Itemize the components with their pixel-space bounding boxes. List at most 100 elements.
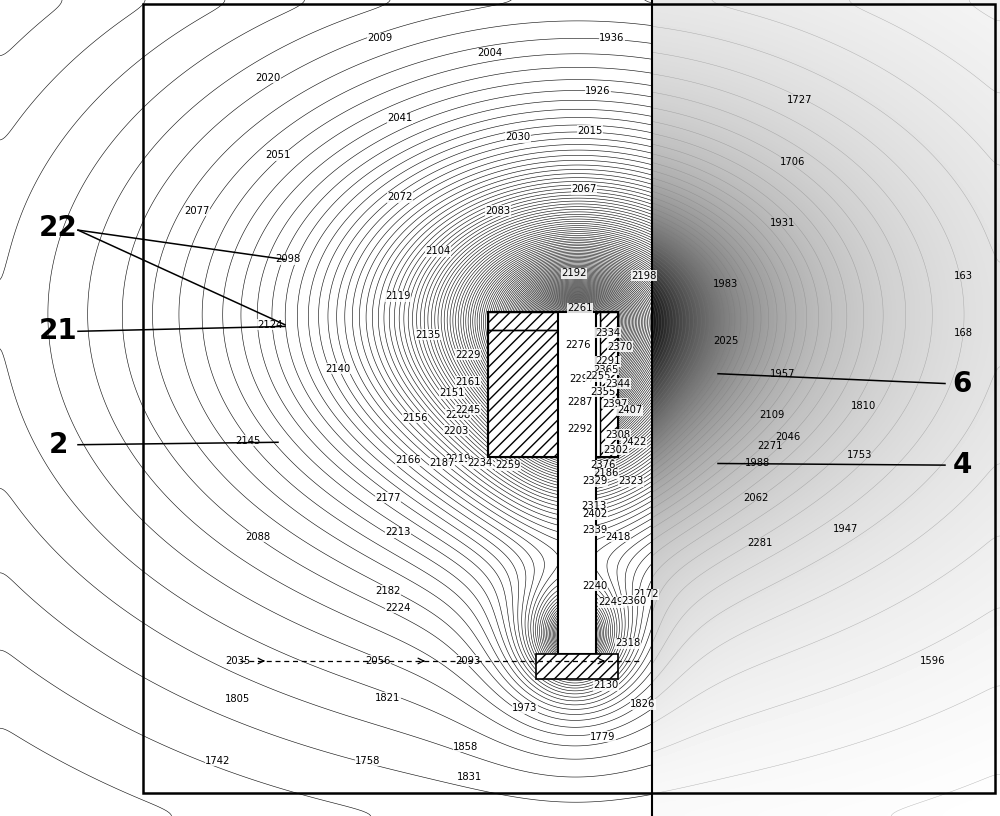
- Bar: [0, 0, 652, 816]
- Point: [0, 809, 8, 816]
- Point: [0, 809, 8, 816]
- Point: [0, 809, 8, 816]
- Point: [0, 809, 8, 816]
- Bar: [143, 4, 995, 793]
- Point: [0, 809, 8, 816]
- Point: [0, 809, 8, 816]
- Point: [0, 809, 8, 816]
- Point: [0, 809, 8, 816]
- Text: 2161: 2161: [455, 377, 481, 387]
- Point: [0, 809, 8, 816]
- Point: [0, 809, 8, 816]
- Point: [0, 809, 8, 816]
- Point: [0, 809, 8, 816]
- Point: [0, 809, 8, 816]
- Text: 2245: 2245: [455, 405, 481, 415]
- Point: [0, 809, 8, 816]
- Text: 2051: 2051: [265, 150, 291, 160]
- Text: 2329: 2329: [582, 477, 608, 486]
- Bar: [558, 312, 596, 654]
- Bar: [652, 0, 1000, 816]
- Point: [0, 809, 8, 816]
- Point: [0, 809, 8, 816]
- Point: [0, 809, 8, 816]
- Bar: [652, 0, 1000, 816]
- Text: 2213: 2213: [385, 527, 411, 537]
- Point: [0, 809, 8, 816]
- Point: [0, 809, 8, 816]
- Text: 2292: 2292: [567, 424, 593, 434]
- Point: [0, 809, 8, 816]
- Text: 2015: 2015: [577, 126, 603, 135]
- Point: [0, 809, 8, 816]
- Point: [0, 809, 8, 816]
- Point: [0, 809, 8, 816]
- Point: [0, 809, 8, 816]
- Point: [0, 809, 8, 816]
- Point: [0, 809, 8, 816]
- Text: 4: 4: [952, 451, 972, 479]
- Bar: [0, 0, 652, 816]
- Point: [0, 809, 8, 816]
- Text: 2259: 2259: [495, 460, 521, 470]
- Text: 2344: 2344: [605, 379, 631, 388]
- Text: 2: 2: [48, 431, 68, 459]
- Text: 2077: 2077: [184, 206, 210, 215]
- Bar: [0, 0, 652, 816]
- Bar: [536, 654, 618, 679]
- Point: [0, 809, 8, 816]
- Text: 2365: 2365: [593, 365, 619, 375]
- Text: 1926: 1926: [585, 86, 611, 96]
- Text: 2056: 2056: [365, 656, 391, 666]
- Point: [0, 809, 8, 816]
- Point: [0, 809, 8, 816]
- Text: 2418: 2418: [605, 532, 631, 542]
- Point: [0, 809, 8, 816]
- Bar: [600, 312, 618, 457]
- Text: 2004: 2004: [477, 48, 503, 58]
- Point: [0, 809, 8, 816]
- Point: [0, 809, 8, 816]
- Point: [0, 809, 8, 816]
- Point: [0, 809, 8, 816]
- Point: [0, 809, 8, 816]
- Bar: [652, 0, 1000, 816]
- Text: 2104: 2104: [425, 246, 451, 256]
- Text: 1931: 1931: [770, 218, 796, 228]
- Bar: [0, 0, 652, 816]
- Point: [0, 809, 8, 816]
- Point: [0, 809, 8, 816]
- Point: [0, 809, 8, 816]
- Point: [0, 809, 8, 816]
- Text: 2041: 2041: [387, 113, 413, 123]
- Point: [0, 809, 8, 816]
- Text: 2302: 2302: [603, 445, 629, 455]
- Point: [0, 809, 8, 816]
- Text: 2166: 2166: [395, 455, 421, 465]
- Text: 1988: 1988: [745, 459, 771, 468]
- Text: 2234: 2234: [467, 459, 493, 468]
- Point: [0, 809, 8, 816]
- Point: [0, 809, 8, 816]
- Text: 2308: 2308: [605, 430, 631, 440]
- Point: [0, 809, 8, 816]
- Point: [0, 809, 8, 816]
- Text: 2249: 2249: [598, 597, 624, 607]
- Text: 2135: 2135: [415, 330, 441, 339]
- Text: 2119: 2119: [385, 291, 411, 301]
- Point: [0, 809, 8, 816]
- Text: 1821: 1821: [375, 693, 401, 703]
- Point: [0, 809, 8, 816]
- Text: 1947: 1947: [833, 524, 859, 534]
- Point: [0, 809, 8, 816]
- Text: 22: 22: [39, 215, 77, 242]
- Text: 163: 163: [954, 271, 972, 281]
- Text: 1957: 1957: [770, 369, 796, 379]
- Text: 2208: 2208: [445, 410, 471, 419]
- Text: 2240: 2240: [582, 581, 608, 591]
- Point: [0, 809, 8, 816]
- Point: [0, 809, 8, 816]
- Point: [0, 809, 8, 816]
- Text: 2318: 2318: [615, 638, 641, 648]
- Point: [0, 809, 8, 816]
